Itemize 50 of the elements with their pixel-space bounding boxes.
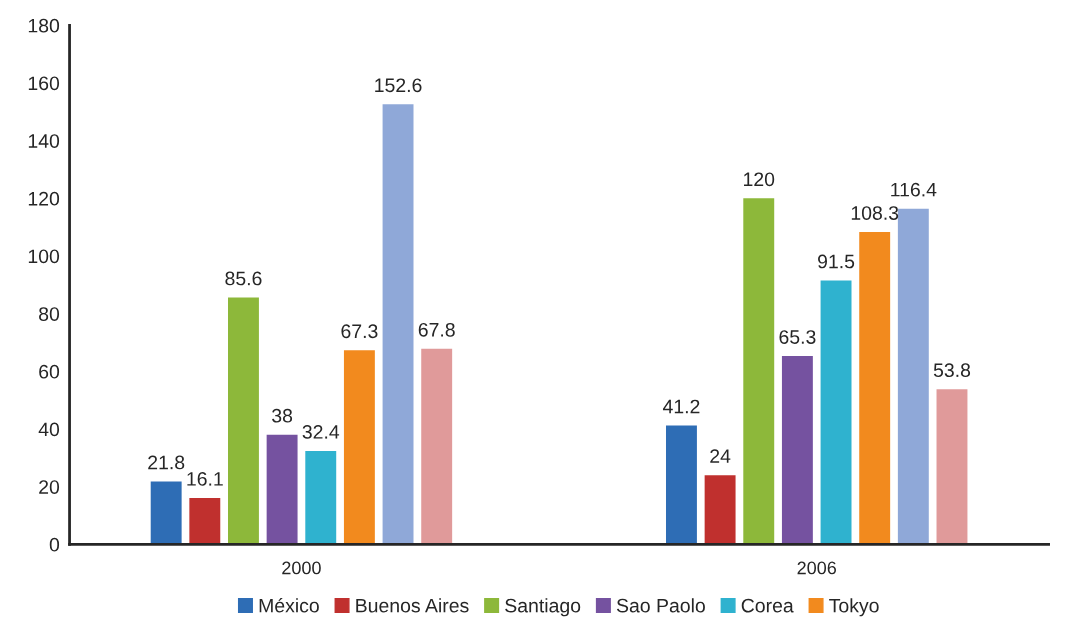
bar (936, 389, 968, 545)
y-tick-label: 100 (28, 249, 60, 264)
data-label: 38 (272, 408, 293, 423)
legend-label: Tokyo (829, 598, 879, 617)
bar (228, 297, 259, 545)
bar (897, 208, 929, 545)
bar (189, 497, 221, 545)
data-label: 85.6 (225, 271, 262, 286)
y-tick-label: 160 (28, 76, 60, 91)
bar (704, 475, 736, 545)
data-label: 67.8 (418, 322, 455, 337)
bar (781, 356, 813, 545)
bar (859, 232, 891, 545)
data-label: 53.8 (933, 363, 971, 378)
data-label: 67.3 (341, 324, 378, 339)
bar (421, 348, 453, 545)
data-label: 24 (710, 449, 731, 463)
data-label: 41.2 (662, 399, 700, 414)
bar (150, 481, 182, 545)
x-tick-label: 2000 (282, 561, 321, 575)
y-tick-label: 20 (39, 480, 60, 494)
y-tick-label: 0 (49, 537, 60, 552)
bar (820, 280, 852, 545)
legend-label: Santiago (505, 598, 581, 617)
data-label: 108.3 (851, 206, 899, 220)
legend-label: Buenos Aires (356, 598, 469, 613)
y-tick-label: 60 (39, 364, 60, 379)
y-tick-label: 40 (38, 422, 60, 437)
data-label: 91.5 (818, 254, 855, 269)
y-tick-label: 180 (28, 18, 60, 33)
y-tick-label: 120 (28, 191, 60, 206)
data-label: 16.1 (187, 472, 223, 486)
bar (743, 198, 775, 545)
legend-label: Sao Paolo (616, 598, 705, 613)
data-label: 32.4 (302, 425, 340, 439)
data-label: 120 (744, 172, 775, 187)
legend-label: Corea (741, 598, 794, 613)
y-tick-label: 80 (39, 307, 60, 321)
x-tick-label: 2006 (797, 561, 837, 575)
bar (266, 434, 298, 545)
data-label: 116.4 (891, 182, 937, 197)
data-label: 21.8 (148, 455, 185, 470)
bar (666, 425, 697, 545)
legend-label: México (259, 597, 319, 613)
bar (343, 350, 375, 545)
bar (382, 104, 414, 545)
data-label: 152.6 (375, 78, 422, 93)
bar (305, 450, 337, 545)
y-tick-label: 140 (28, 134, 60, 148)
data-label: 65.3 (779, 330, 816, 344)
